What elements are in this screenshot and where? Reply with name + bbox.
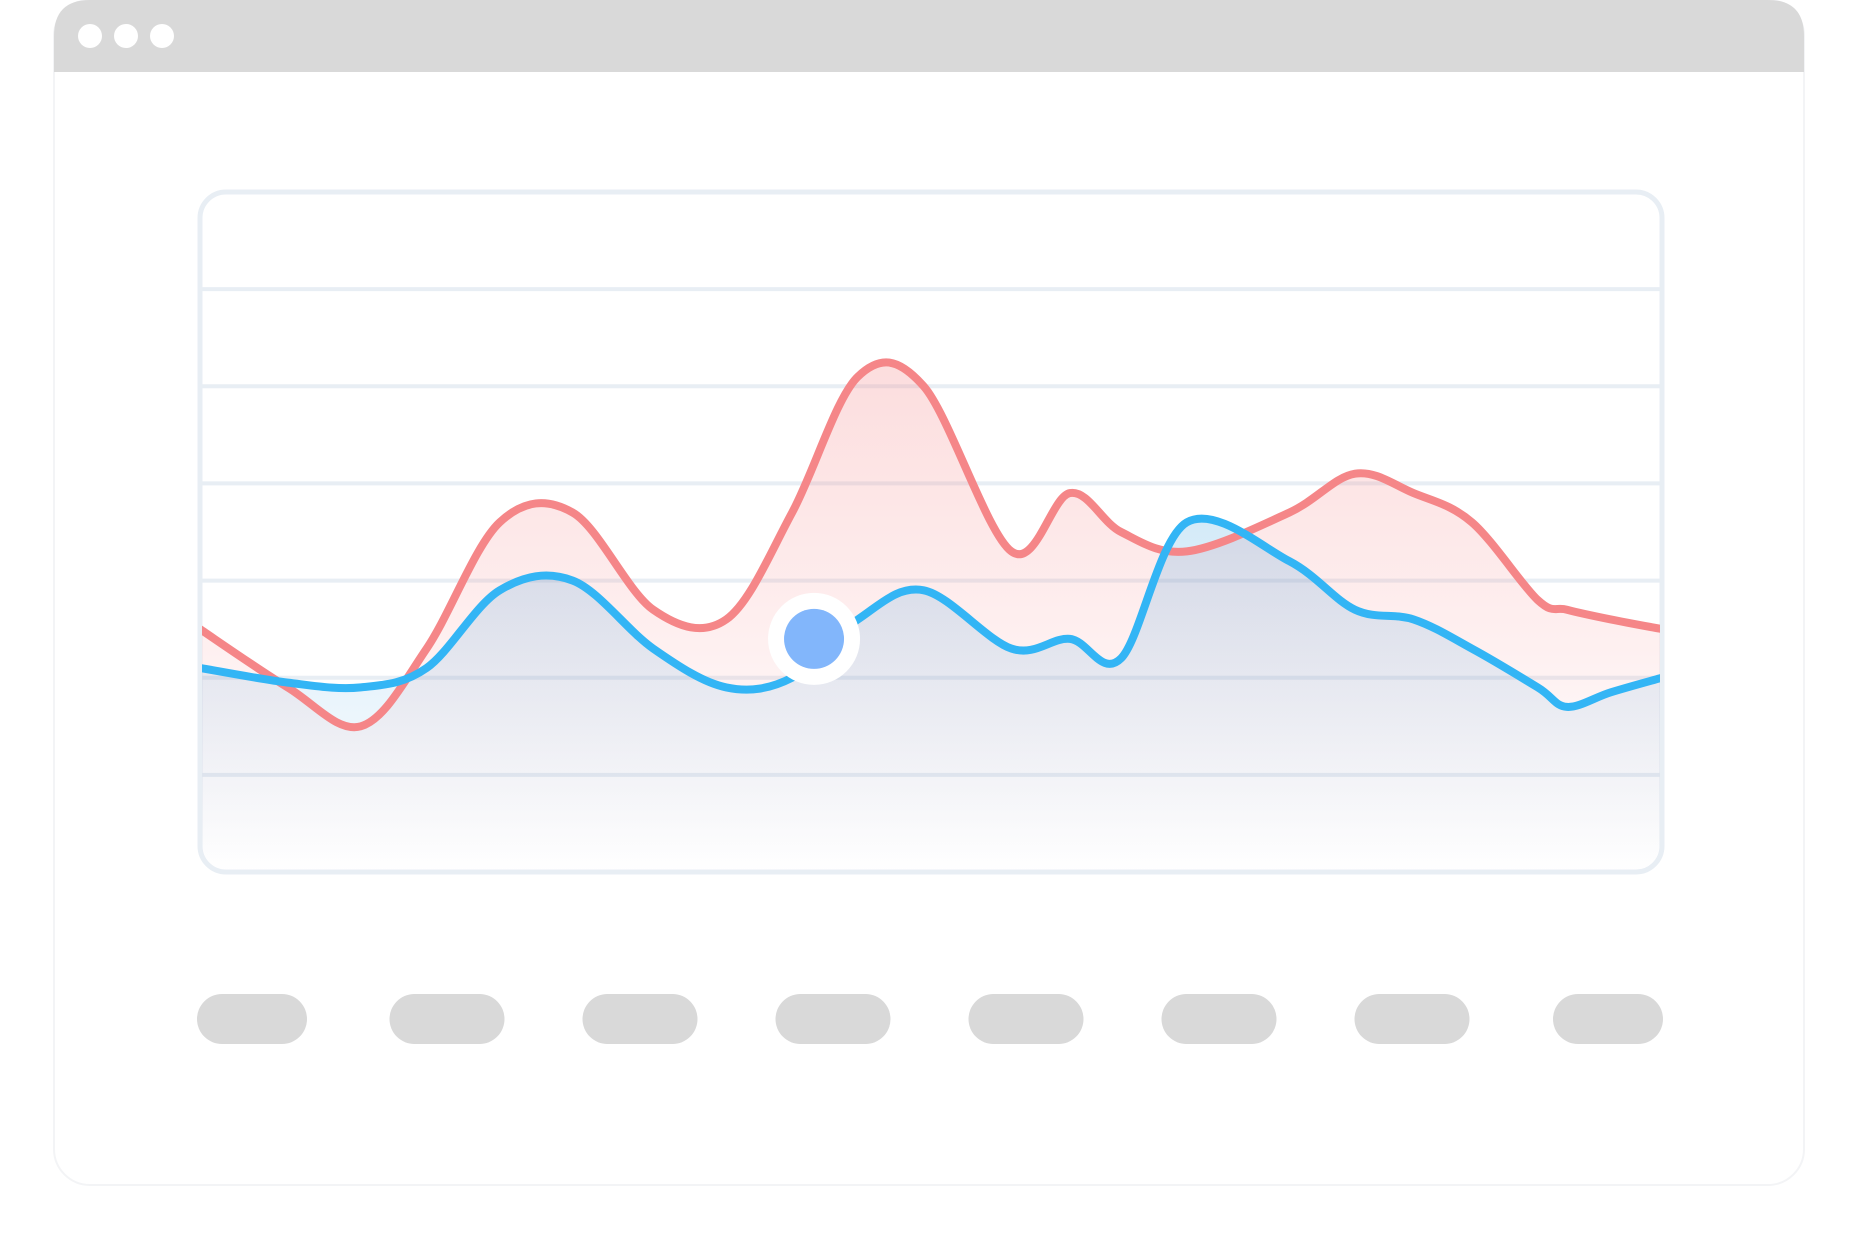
x-tick-label	[1354, 994, 1470, 1044]
series-2-area	[202, 518, 1660, 870]
window-dot[interactable]	[114, 24, 138, 48]
x-tick-label	[775, 994, 891, 1044]
series-2-line	[202, 514, 1660, 711]
x-tick-label	[582, 994, 698, 1044]
x-tick-label	[1161, 994, 1277, 1044]
series-lines	[202, 358, 1660, 732]
highlight-marker-group	[768, 592, 861, 685]
x-tick-label	[1553, 994, 1663, 1044]
window-dot[interactable]	[150, 24, 174, 48]
x-tick-label	[389, 994, 505, 1044]
series-1-line	[202, 358, 1660, 732]
x-tick-label	[197, 994, 307, 1044]
x-axis-ticks	[197, 994, 1663, 1044]
x-tick-label	[968, 994, 1084, 1044]
window-titlebar	[54, 0, 1804, 72]
window-dot[interactable]	[78, 24, 102, 48]
series-areas	[202, 362, 1660, 870]
highlight-marker[interactable]	[784, 608, 845, 669]
